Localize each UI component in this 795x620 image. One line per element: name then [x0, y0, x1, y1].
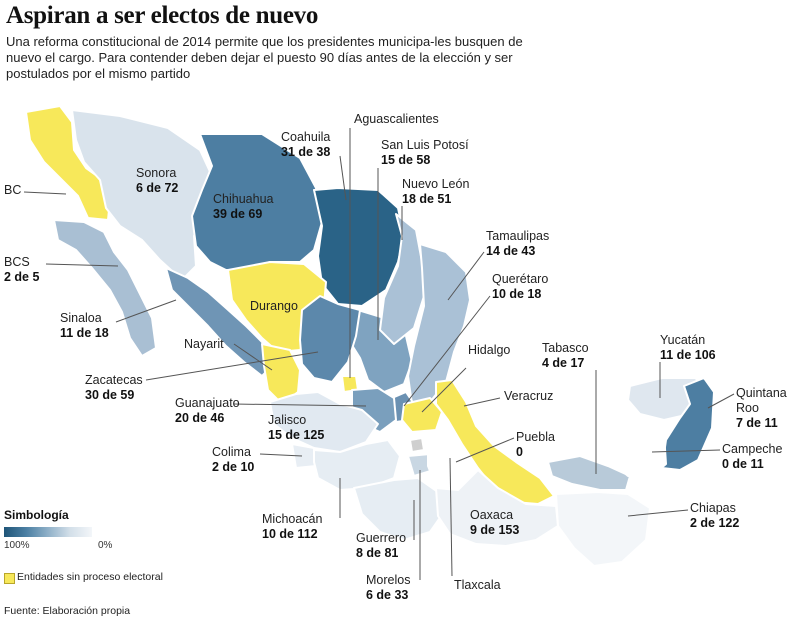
state-value-bcs: 2 de 5 — [4, 270, 39, 284]
state-name-zacatecas: Zacatecas — [85, 373, 143, 387]
state-value-yucatan: 11 de 106 — [660, 348, 716, 362]
leader-line-queretaro — [403, 295, 491, 407]
state-shape-puebla — [427, 427, 471, 491]
state-value-queretaro: 10 de 18 — [492, 287, 541, 301]
state-shape-tabasco — [547, 455, 631, 491]
state-value-san-luis-potosi: 15 de 58 — [381, 153, 430, 167]
state-value-chiapas: 2 de 122 — [690, 516, 739, 530]
state-name-nayarit: Nayarit — [184, 337, 224, 351]
state-name-durango: Durango — [250, 299, 298, 313]
state-name-guerrero: Guerrero — [356, 531, 406, 545]
state-name-puebla: Puebla — [516, 430, 555, 444]
state-name-coahuila: Coahuila — [281, 130, 330, 144]
state-name-quintana-roo-1: Quintana — [736, 386, 787, 400]
leader-line-nayarit — [233, 343, 273, 371]
state-value-zacatecas: 30 de 59 — [85, 388, 134, 402]
state-name-veracruz: Veracruz — [504, 389, 553, 403]
state-shapes — [25, 105, 715, 567]
leader-line-puebla — [455, 437, 515, 463]
state-shape-zacatecas — [299, 295, 361, 383]
state-value-michoacan: 10 de 112 — [262, 527, 318, 541]
state-value-tabasco: 4 de 17 — [542, 356, 584, 370]
leader-line-chiapas — [627, 509, 689, 517]
state-shape-veracruz — [435, 379, 555, 505]
leader-line-hidalgo — [421, 367, 467, 413]
state-shape-quintana-roo — [661, 377, 715, 471]
state-value-campeche: 0 de 11 — [722, 457, 764, 471]
leader-line-colima — [259, 453, 303, 457]
state-name-oaxaca: Oaxaca — [470, 508, 513, 522]
state-name-sinaloa: Sinaloa — [60, 311, 102, 325]
state-name-aguascalientes: Aguascalientes — [354, 112, 439, 126]
state-shape-chiapas — [555, 491, 651, 567]
leader-line-bcs — [45, 263, 119, 267]
state-shape-michoacan — [313, 439, 401, 491]
state-value-oaxaca: 9 de 153 — [470, 523, 519, 537]
legend-color-scale — [4, 527, 92, 537]
state-name-hidalgo: Hidalgo — [468, 343, 510, 357]
state-name-chiapas: Chiapas — [690, 501, 736, 515]
page-subtitle: Una reforma constitucional de 2014 permi… — [6, 34, 523, 81]
state-value-coahuila: 31 de 38 — [281, 145, 330, 159]
state-value-quintana-roo: 7 de 11 — [736, 416, 778, 430]
state-name-sonora: Sonora — [136, 166, 176, 180]
state-name-colima: Colima — [212, 445, 251, 459]
state-value-guerrero: 8 de 81 — [356, 546, 398, 560]
leader-line-bc — [23, 191, 67, 195]
legend-no-process-swatch — [4, 573, 15, 584]
state-name-bc: BC — [4, 183, 21, 197]
leader-line-campeche — [651, 449, 721, 453]
state-value-sinaloa: 11 de 18 — [60, 326, 109, 340]
state-value-jalisco: 15 de 125 — [268, 428, 324, 442]
state-value-chihuahua: 39 de 69 — [213, 207, 262, 221]
leader-line-veracruz — [463, 397, 501, 407]
leader-line-coahuila — [339, 155, 347, 201]
state-value-morelos: 6 de 33 — [366, 588, 408, 602]
state-shape-cdmx — [409, 437, 425, 453]
leader-line-zacatecas — [145, 351, 319, 381]
state-value-nuevo-leon: 18 de 51 — [402, 192, 451, 206]
state-shape-campeche — [611, 413, 667, 477]
state-shape-guerrero — [353, 477, 445, 541]
legend-scale-min-label: 100% — [4, 540, 30, 551]
state-name-quintana-roo-2: Roo — [736, 401, 759, 415]
state-name-michoacan: Michoacán — [262, 512, 322, 526]
state-name-san-luis-potosi: San Luis Potosí — [381, 138, 469, 152]
state-shape-jalisco — [269, 391, 379, 453]
leader-line-quintana-roo — [707, 393, 735, 409]
source-note: Fuente: Elaboración propia — [4, 605, 131, 617]
state-value-guanajuato: 20 de 46 — [175, 411, 224, 425]
state-name-nuevo-leon: Nuevo León — [402, 177, 469, 191]
legend-scale-max-label: 0% — [98, 540, 113, 551]
page-title: Aspiran a ser electos de nuevo — [6, 2, 319, 29]
state-value-sonora: 6 de 72 — [136, 181, 178, 195]
leader-line-sinaloa — [115, 299, 177, 323]
state-name-morelos: Morelos — [366, 573, 410, 587]
legend-no-process-label: Entidades sin proceso electoral — [17, 571, 163, 583]
legend-title: Simbología — [4, 508, 69, 522]
state-value-colima: 2 de 10 — [212, 460, 254, 474]
state-name-tamaulipas: Tamaulipas — [486, 229, 549, 243]
state-name-yucatan: Yucatán — [660, 333, 705, 347]
state-name-campeche: Campeche — [722, 442, 782, 456]
leader-line-tlaxcala — [449, 457, 453, 577]
state-name-queretaro: Querétaro — [492, 272, 548, 286]
state-name-jalisco: Jalisco — [268, 413, 306, 427]
label-leader-lines — [23, 128, 735, 580]
leader-line-tamaulipas — [447, 251, 485, 301]
state-name-tlaxcala: Tlaxcala — [454, 578, 501, 592]
leader-line-guanajuato — [233, 403, 367, 407]
state-shape-bcs — [53, 219, 157, 357]
state-name-guanajuato: Guanajuato — [175, 396, 240, 410]
state-value-puebla: 0 — [516, 445, 523, 459]
state-value-tamaulipas: 14 de 43 — [486, 244, 535, 258]
state-name-bcs: BCS — [4, 255, 30, 269]
state-name-chihuahua: Chihuahua — [213, 192, 274, 206]
state-name-tabasco: Tabasco — [542, 341, 589, 355]
